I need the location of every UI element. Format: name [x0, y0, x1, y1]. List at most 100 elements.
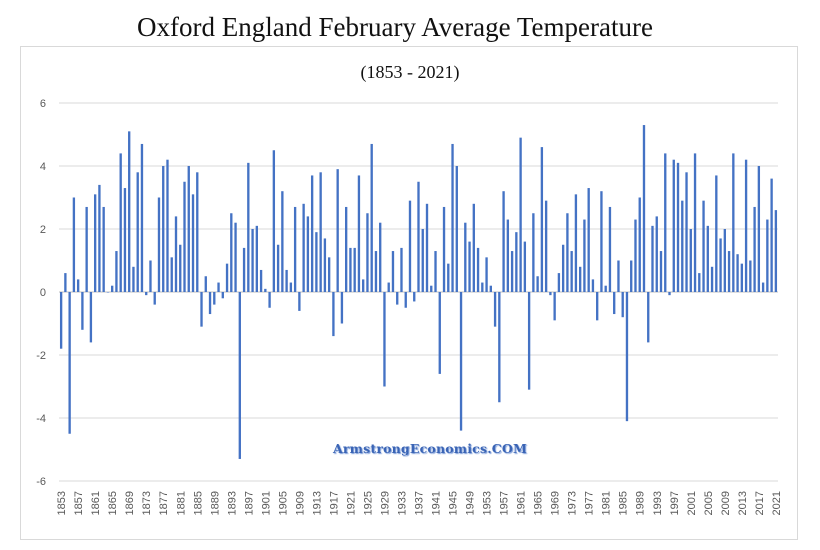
bar-1997 — [672, 159, 675, 292]
bar-2018 — [761, 282, 765, 292]
x-tick-label: 1857 — [73, 491, 85, 515]
bar-1863 — [102, 206, 105, 292]
bar-1903 — [272, 150, 276, 292]
chart-frame — [20, 46, 798, 540]
chart-subtitle: (1853 - 2021) — [360, 62, 460, 82]
bar-1896 — [242, 247, 246, 292]
bar-1979 — [596, 292, 599, 321]
bar-2000 — [685, 172, 688, 292]
bar-1867 — [119, 153, 122, 292]
bar-1970 — [557, 273, 561, 292]
bar-1912 — [310, 175, 314, 292]
bar-1868 — [123, 188, 127, 292]
bar-1884 — [191, 194, 195, 292]
bar-1908 — [293, 206, 297, 292]
bar-1986 — [625, 292, 629, 422]
bar-1963 — [527, 292, 531, 390]
x-tick-label: 1893 — [226, 491, 238, 515]
bar-1961 — [519, 137, 522, 292]
bar-1935 — [408, 200, 412, 292]
bar-1897 — [247, 162, 250, 292]
bar-1929 — [383, 292, 386, 387]
bar-1920 — [345, 206, 348, 292]
bar-1981 — [604, 285, 607, 292]
bar-1946 — [455, 166, 458, 292]
bar-1915 — [323, 238, 327, 292]
bar-1944 — [447, 263, 450, 292]
x-tick-label: 1897 — [243, 491, 255, 515]
bar-1889 — [213, 292, 216, 305]
bar-1875 — [153, 292, 156, 305]
x-tick-label: 1977 — [584, 491, 596, 515]
bar-1916 — [327, 257, 331, 292]
x-tick-label: 2013 — [737, 491, 749, 515]
bar-1871 — [136, 172, 139, 292]
bar-1953 — [485, 257, 488, 292]
bar-1887 — [204, 276, 207, 292]
bar-1928 — [379, 222, 382, 292]
bar-1855 — [68, 292, 71, 434]
y-tick-label: -2 — [36, 350, 46, 362]
x-tick-label: 1985 — [618, 491, 630, 515]
x-tick-label: 1961 — [516, 491, 528, 515]
x-tick-label: 1949 — [465, 491, 477, 515]
bar-1947 — [459, 292, 463, 431]
x-tick-label: 2009 — [720, 491, 732, 515]
y-tick-label: 4 — [40, 161, 46, 173]
x-tick-label: 1973 — [567, 491, 579, 515]
bar-1910 — [302, 203, 305, 292]
bar-2006 — [710, 266, 714, 292]
bar-1931 — [391, 251, 395, 292]
bar-1890 — [217, 282, 220, 292]
bar-1959 — [510, 251, 514, 292]
x-tick-label: 1929 — [379, 491, 391, 515]
bar-1913 — [315, 232, 318, 292]
bar-1937 — [417, 181, 420, 292]
bar-1973 — [570, 251, 573, 292]
bar-1885 — [196, 172, 199, 292]
bar-1957 — [502, 191, 505, 292]
x-tick-label: 1873 — [141, 491, 153, 515]
bar-1924 — [362, 279, 365, 292]
bar-1969 — [553, 292, 556, 321]
bar-1870 — [132, 266, 135, 292]
bar-1951 — [476, 247, 480, 292]
x-tick-label: 1869 — [124, 491, 136, 515]
x-tick-label: 1913 — [311, 491, 323, 515]
bar-1975 — [579, 266, 582, 292]
bar-1888 — [208, 292, 212, 315]
bar-1902 — [268, 292, 271, 308]
x-tick-label: 1889 — [209, 491, 221, 515]
bar-1989 — [638, 197, 641, 292]
bar-1995 — [664, 153, 667, 292]
bar-1914 — [319, 172, 322, 292]
bar-1909 — [298, 292, 301, 311]
bar-1893 — [230, 213, 233, 292]
bar-1865 — [111, 285, 114, 292]
x-tick-label: 1981 — [601, 491, 613, 515]
bar-1866 — [115, 251, 118, 292]
bar-1955 — [493, 292, 497, 327]
bar-2017 — [757, 166, 761, 292]
bar-2019 — [766, 219, 769, 292]
bar-1930 — [387, 282, 390, 292]
x-tick-label: 1901 — [260, 491, 272, 515]
bar-2008 — [719, 238, 722, 292]
x-tick-label: 1993 — [652, 491, 664, 515]
x-tick-label: 2001 — [686, 491, 698, 515]
bar-1938 — [421, 229, 424, 292]
bar-1945 — [451, 143, 454, 292]
bar-1936 — [413, 292, 416, 302]
x-tick-label: 1969 — [550, 491, 562, 515]
bar-1958 — [506, 219, 510, 292]
bar-1918 — [336, 169, 339, 292]
bar-1907 — [289, 282, 293, 292]
bar-1927 — [374, 251, 378, 292]
bar-1858 — [81, 292, 84, 330]
bar-1879 — [170, 257, 173, 292]
bar-1976 — [583, 219, 586, 292]
bar-1926 — [370, 143, 373, 292]
bar-1943 — [442, 206, 446, 292]
bar-2011 — [732, 153, 735, 292]
